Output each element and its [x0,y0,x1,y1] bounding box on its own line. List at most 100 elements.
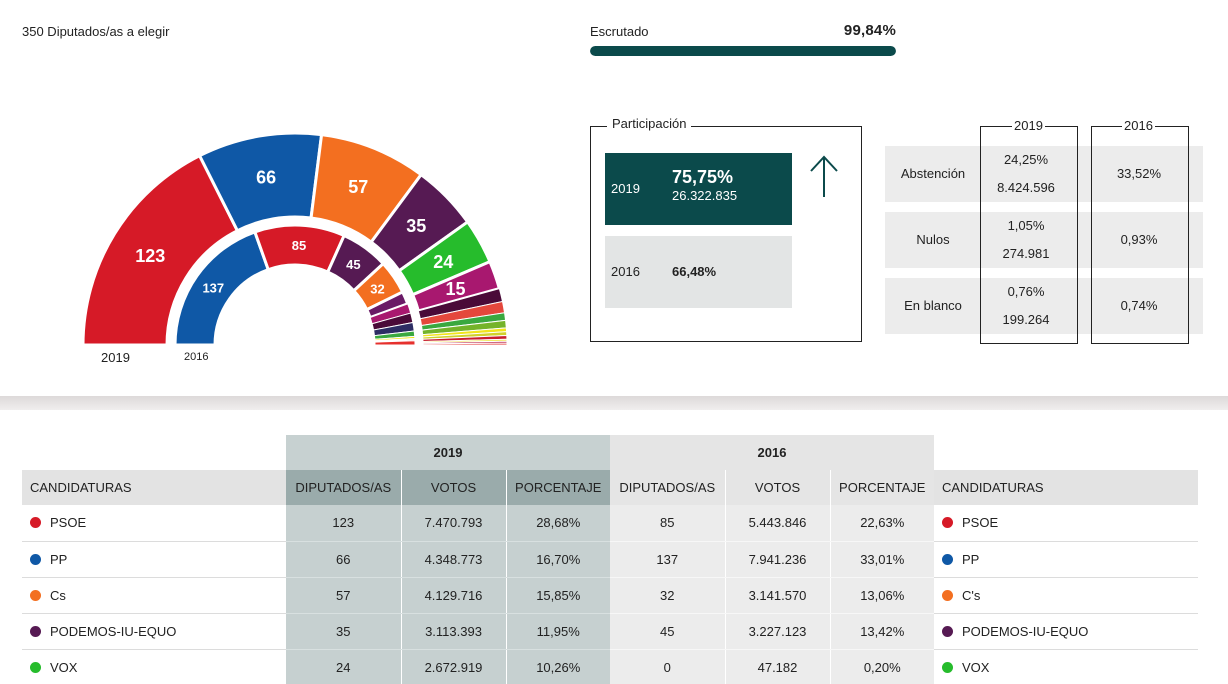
stat-label: En blanco [904,298,962,313]
stat-label: Nulos [916,232,950,247]
results-table-panel: 2019 2016 CANDIDATURAS DIPUTADOS/AS VOTO… [0,410,1228,684]
col-header-seats-2016: DIPUTADOS/AS [610,470,725,505]
pct-2019: 11,95% [505,613,610,650]
party-label: PSOE [962,515,999,531]
results-summary-panel: 350 Diputados/as a elegir Escrutado 99,8… [22,22,1203,365]
pct-2016: 22,63% [829,505,934,542]
scrutiny-progress-fill [590,46,896,56]
stat-2019-pct: 0,76% [1007,284,1045,299]
table-row: Cs 57 4.129.716 15,85% 32 3.141.570 13,06% C's [22,577,1198,614]
participation-2016-pct: 66,48% [672,264,717,279]
col-header-candidates-2016: CANDIDATURAS [934,470,1198,505]
party-label: VOX [50,659,78,675]
table-corner [22,435,286,470]
stats-2019-label: 2019 [1012,118,1045,133]
party-name-2016: VOX [934,649,1198,684]
party-name-2019: PP [22,541,286,578]
seats-2019: 123 [286,505,401,542]
party-name-2019: VOX [22,649,286,684]
pct-2016: 33,01% [829,541,934,578]
table-corner-right [934,435,1198,470]
pct-2019: 28,68% [505,505,610,542]
hemicycle-chart: 123 66 57 35 24 15 137 85 45 32 [81,131,508,347]
table-year-2016: 2016 [610,435,934,470]
votes-2019: 2.672.919 [400,649,506,684]
party-color-dot [30,553,41,565]
seats-2019: 57 [286,577,401,614]
votes-2019: 7.470.793 [400,505,506,542]
col-header-votes-2016: VOTOS [724,470,830,505]
stat-2019-pct: 24,25% [1003,152,1049,167]
party-name-2016: PP [934,541,1198,578]
pct-2016: 0,20% [829,649,934,684]
votes-2019: 4.129.716 [400,577,506,614]
stat-2019-count: 8.424.596 [997,180,1055,195]
party-label: C's [962,587,981,603]
col-header-pct-2016: PORCENTAJE [829,470,934,505]
stats-2016-label: 2016 [1122,118,1155,133]
table-year-2019: 2019 [286,435,610,470]
pct-2016: 13,06% [829,577,934,614]
stat-2016-pct: 0,74% [1120,298,1158,313]
participation-2016-year: 2016 [611,264,640,279]
participation-2019-year: 2019 [611,181,640,196]
stat-row-blank: En blanco 0,76% 199.264 0,74% [885,278,1203,334]
pct-2019: 16,70% [505,541,610,578]
col-header-seats-2019: DIPUTADOS/AS [286,470,401,505]
party-label: PODEMOS-IU-EQUO [50,623,177,639]
party-label: PSOE [50,515,87,531]
participation-2019-pct: 75,75% [672,167,734,187]
votes-2016: 3.141.570 [724,577,830,614]
hemicycle-2016-label: 137 [202,280,224,295]
seats-2016: 85 [610,505,725,542]
party-name-2019: Cs [22,577,286,614]
results-table: 2019 2016 CANDIDATURAS DIPUTADOS/AS VOTO… [22,435,1198,684]
stat-2016-pct: 0,93% [1120,232,1158,247]
participation-2019-votes: 26.322.835 [672,188,738,203]
stat-2019-count: 199.264 [1002,312,1050,327]
stats-2019-frame [980,126,1078,344]
party-color-dot [30,517,41,529]
seats-title: 350 Diputados/as a elegir [22,24,170,39]
party-color-dot [942,553,953,565]
hemicycle-2019-label: 35 [406,216,426,236]
hemicycle-year-2019: 2019 [101,350,130,365]
participation-box [590,126,862,342]
col-header-candidates-2019: CANDIDATURAS [22,470,286,505]
hemicycle-year-2016: 2016 [184,351,209,363]
party-color-dot [942,589,953,601]
hemicycle-2019-label: 66 [256,167,276,187]
party-name-2016: PODEMOS-IU-EQUO [934,613,1198,650]
table-row: PODEMOS-IU-EQUO 35 3.113.393 11,95% 45 3.227.… [22,613,1198,650]
table-row: PSOE 123 7.470.793 28,68% 85 5.443.846 22,63% P… [22,505,1198,542]
table-row: PP 66 4.348.773 16,70% 137 7.941.236 33,01% PP [22,541,1198,578]
hemicycle-2019-label: 24 [433,252,453,272]
stat-2019-pct: 1,05% [1007,218,1045,233]
hemicycle-2019-label: 123 [135,246,165,266]
col-header-pct-2019: PORCENTAJE [505,470,610,505]
party-name-2019: PSOE [22,505,286,542]
seats-2019: 24 [286,649,401,684]
pct-2016: 13,42% [829,613,934,650]
party-color-dot [30,589,41,601]
seats-2019: 35 [286,613,401,650]
party-color-dot [942,625,953,637]
party-name-2019: PODEMOS-IU-EQUO [22,613,286,650]
section-divider [0,396,1228,410]
hemicycle-2016-label: 85 [292,238,306,253]
arrow-up-icon [810,155,838,197]
stat-row-null: Nulos 1,05% 274.981 0,93% [885,212,1203,268]
party-name-2016: PSOE [934,505,1198,542]
col-header-votes-2019: VOTOS [400,470,506,505]
pct-2019: 15,85% [505,577,610,614]
scrutiny-label: Escrutado [590,24,649,39]
hemicycle-2019-label: 15 [445,279,465,299]
party-label: PP [962,551,980,567]
hemicycle-2016-segment [374,340,416,346]
participation-title: Participación [607,116,692,131]
hemicycle-2016-label: 45 [346,257,360,272]
seats-2016: 45 [610,613,725,650]
votes-2016: 7.941.236 [724,541,830,578]
stat-2016-pct: 33,52% [1116,166,1162,181]
pct-2019: 10,26% [505,649,610,684]
